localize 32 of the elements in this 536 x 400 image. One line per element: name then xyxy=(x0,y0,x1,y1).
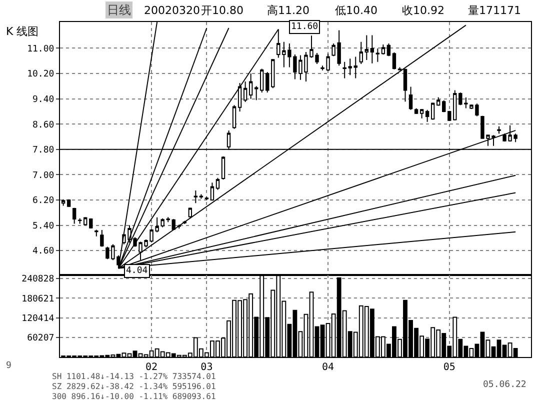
y-tick-label: 4.60 xyxy=(32,246,54,257)
x-tick-label: 03 xyxy=(200,362,213,373)
text: 300 896.16↓-10.00 -1.11% 689093.61 xyxy=(52,392,216,400)
text: 开10.80 xyxy=(201,4,244,17)
y-tick-label: 5.40 xyxy=(32,221,54,232)
chart-title: 日线 xyxy=(107,3,131,17)
y-tick-label: 240828 xyxy=(22,274,54,285)
y-tick-label: 9.40 xyxy=(32,94,54,105)
annotation: 11.60 xyxy=(291,22,318,32)
y-tick-label: 6.20 xyxy=(32,196,54,206)
text: 20020320 xyxy=(144,4,200,17)
text: 量171171 xyxy=(468,4,521,17)
y-tick-label: 10.20 xyxy=(27,70,54,80)
x-tick-label: 04 xyxy=(322,362,334,373)
text: SH 1101.48↓-14.13 -1.27% 733574.01 xyxy=(52,372,216,381)
text: 收10.92 xyxy=(402,4,444,17)
y-tick-label: 8.60 xyxy=(32,120,54,130)
y-tick-label: 60207 xyxy=(27,334,54,344)
text: 9 xyxy=(6,361,12,371)
text: K 线图 xyxy=(6,25,39,38)
y-tick-label: 120414 xyxy=(22,314,54,324)
text: 05.06.22 xyxy=(483,380,526,390)
y-tick-label: 11.00 xyxy=(27,44,54,54)
y-tick-label: 7.80 xyxy=(32,146,54,156)
x-tick-label: 02 xyxy=(146,362,158,373)
text: 低10.40 xyxy=(335,4,378,17)
text: 高11.20 xyxy=(267,4,310,17)
y-tick-label: 180621 xyxy=(22,294,54,304)
x-tick-label: 05 xyxy=(443,362,456,373)
text: SZ 2829.62↓-38.42 -1.34% 595196.01 xyxy=(52,382,216,391)
y-tick-label: 7.00 xyxy=(32,170,54,181)
annotation: 4.04 xyxy=(126,266,148,276)
